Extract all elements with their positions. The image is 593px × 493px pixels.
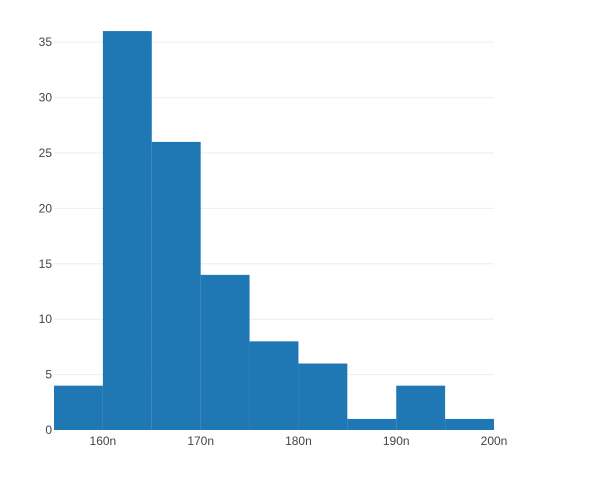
x-tick-label: 170n — [187, 434, 214, 448]
histogram-bar — [347, 418, 397, 430]
x-tick-label: 200n — [481, 434, 508, 448]
x-tick-label: 190n — [383, 434, 410, 448]
histogram-bar — [102, 31, 152, 430]
y-tick-label: 25 — [39, 146, 53, 160]
histogram-bar — [298, 363, 348, 430]
y-tick-label: 5 — [45, 368, 52, 382]
histogram-bar — [200, 274, 250, 430]
y-tick-label: 30 — [39, 91, 53, 105]
y-tick-label: 15 — [39, 257, 53, 271]
histogram-bar — [54, 385, 103, 430]
x-tick-label: 160n — [90, 434, 117, 448]
x-axis-ticks: 160n 170n 180n 190n 200n — [90, 434, 508, 448]
histogram-bar — [249, 341, 299, 430]
y-tick-label: 0 — [45, 423, 52, 437]
histogram-bar — [396, 385, 446, 430]
histogram-bars — [54, 31, 494, 430]
y-tick-label: 10 — [39, 312, 53, 326]
histogram-bar — [445, 418, 494, 430]
x-tick-label: 180n — [285, 434, 312, 448]
y-tick-label: 35 — [39, 35, 53, 49]
y-axis-ticks: 0 5 10 15 20 25 30 35 — [39, 35, 53, 437]
y-tick-label: 20 — [39, 201, 53, 215]
histogram-bar — [151, 141, 201, 430]
